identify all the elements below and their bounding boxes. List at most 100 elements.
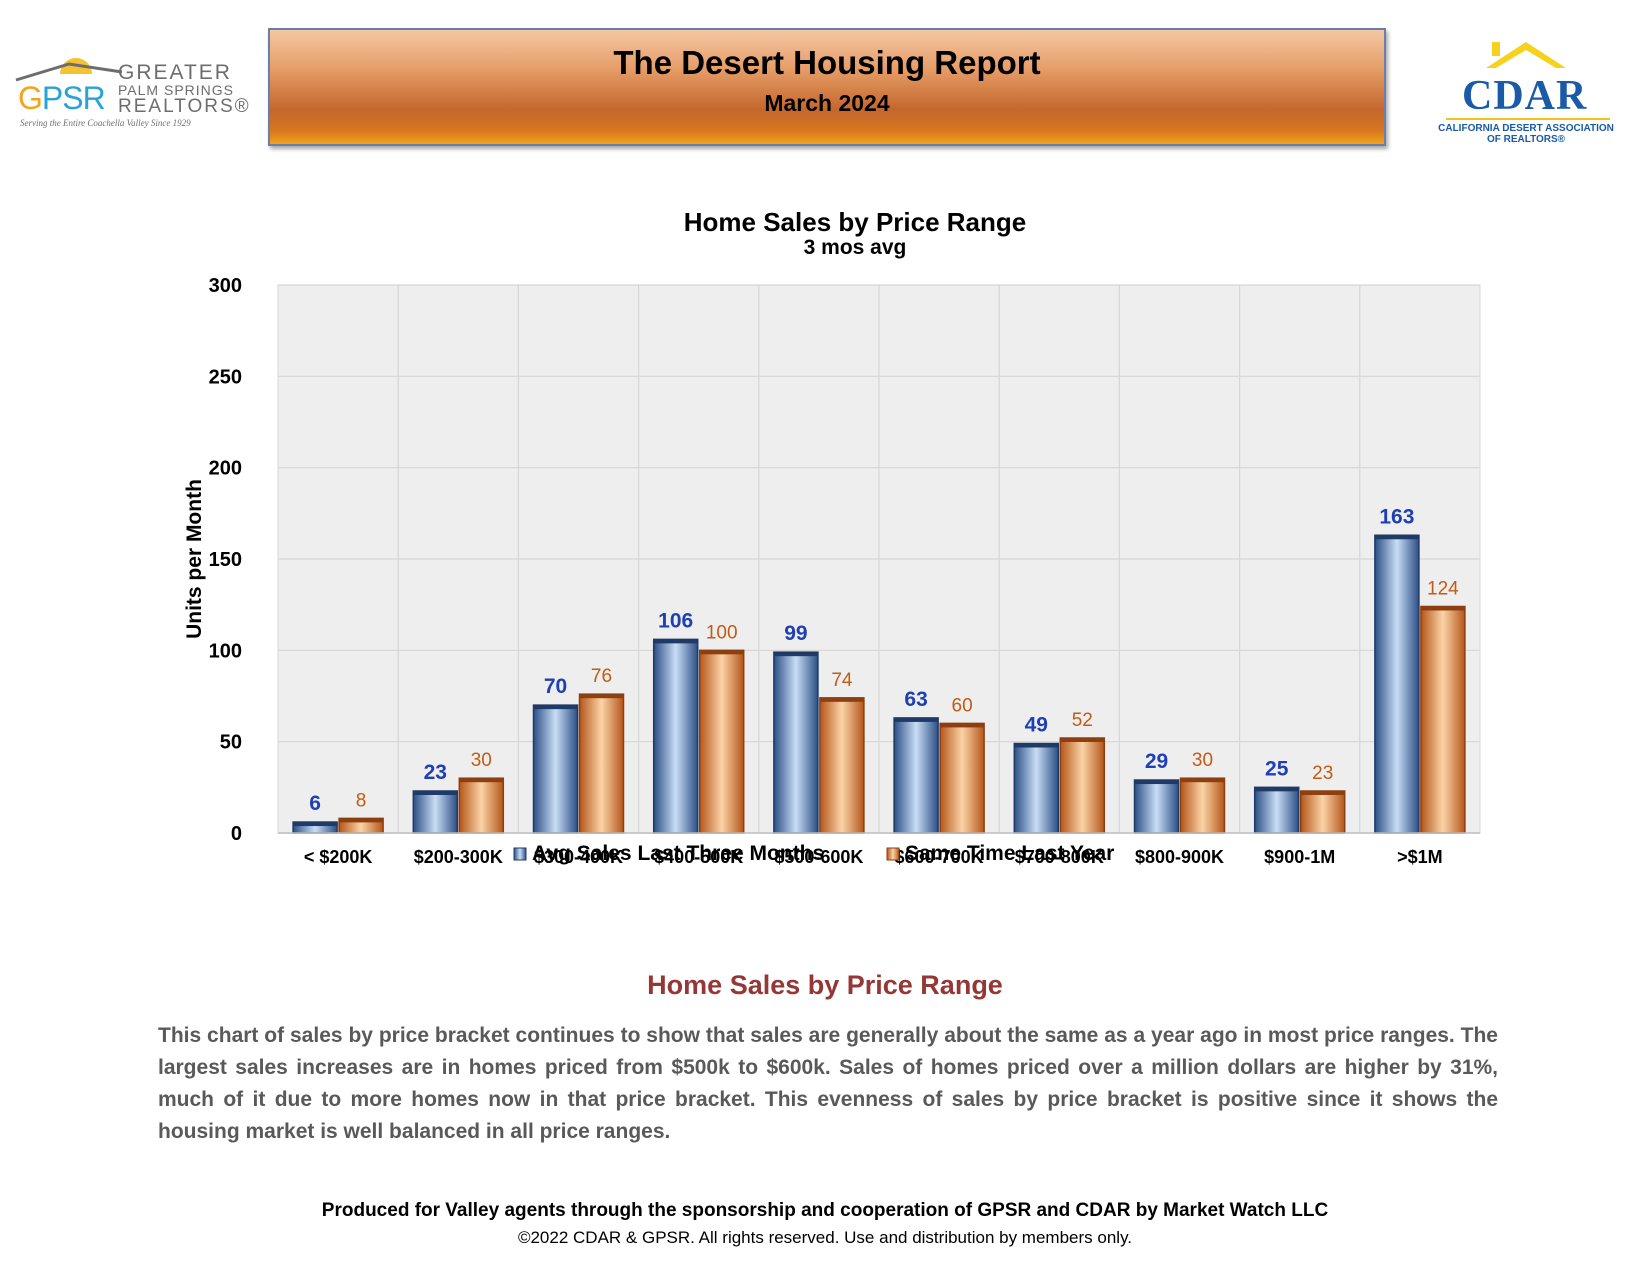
x-tick-label: $500-600K: [774, 847, 863, 867]
grid-lines: [278, 284, 1480, 834]
data-label: 74: [831, 670, 853, 691]
bar-cap: [1254, 787, 1299, 792]
bar: [652, 638, 699, 834]
data-label: 25: [1265, 757, 1289, 780]
bar: [1374, 534, 1420, 834]
y-tick-label: 300: [209, 275, 242, 297]
bar: [893, 717, 939, 834]
chart-title: Home Sales by Price Range: [683, 207, 1027, 237]
data-label: 23: [424, 761, 447, 784]
data-label: 30: [471, 750, 492, 771]
bar-cap: [819, 697, 864, 702]
report-banner: The Desert Housing Report March 2024: [268, 28, 1386, 146]
gpsr-tagline: Serving the Entire Coachella Valley Sinc…: [20, 118, 191, 128]
bar: [458, 777, 505, 834]
bar-cap: [1014, 743, 1059, 748]
bar: [1299, 790, 1346, 834]
y-tick-label: 100: [209, 640, 242, 662]
data-label: 100: [706, 622, 738, 643]
cdar-line2: OF REALTORS®: [1486, 134, 1566, 145]
bar: [578, 693, 625, 834]
cdar-logo: CDAR CALIFORNIA DESERT ASSOCIATION OF RE…: [1426, 38, 1626, 148]
bar: [773, 651, 819, 834]
bar: [939, 722, 985, 834]
chart-subtitle: 3 mos avg: [803, 236, 907, 259]
bar-cap: [413, 790, 458, 795]
bar-cap: [533, 705, 578, 710]
gpsr-wordmark: GREATER PALM SPRINGS REALTORS®: [118, 62, 251, 116]
bar: [1013, 742, 1060, 834]
y-tick-label: 150: [209, 549, 242, 571]
y-axis-label: Units per Month: [183, 479, 206, 639]
bar: [1059, 737, 1106, 834]
x-tick-label: $900-1M: [1264, 847, 1335, 867]
bar: [1253, 786, 1300, 834]
x-tick-label: >$1M: [1397, 847, 1443, 867]
cdar-divider: [1446, 118, 1610, 120]
y-tick-label: 50: [220, 732, 242, 754]
bar-cap: [1134, 780, 1179, 785]
bar-cap: [894, 717, 939, 722]
cdar-wordmark: CDAR: [1462, 73, 1588, 119]
x-tick-label: $200-300K: [414, 847, 503, 867]
bar-cap: [1420, 606, 1465, 611]
bar-cap: [773, 652, 818, 657]
y-tick-label: 200: [209, 458, 242, 480]
bar: [819, 697, 865, 834]
gpsr-logo: GPSR GREATER PALM SPRINGS REALTORS® Serv…: [14, 50, 254, 140]
bar-cap: [940, 723, 985, 728]
bar: [412, 790, 459, 834]
x-tick-label: < $200K: [304, 847, 373, 867]
bar-cap: [1374, 535, 1419, 540]
bar-cap: [339, 818, 384, 823]
legend: Avg Sales Last Three Months Same Time Las…: [513, 842, 1114, 865]
bar-cap: [1180, 778, 1225, 783]
data-labels: 6 8 23 30 70 76 106 100 99 74 63 60 49 52 29 30 25 23 163 1…: [309, 505, 1459, 815]
data-label: 70: [544, 675, 567, 698]
x-tick-label: $600-700K: [895, 847, 984, 867]
axes: 0 50 100 150 200 250 300 < $200K $200-300K $300-4…: [209, 275, 1480, 867]
legend-label: Avg Sales Last Three Months: [532, 842, 824, 865]
data-label: 124: [1427, 578, 1459, 599]
data-label: 76: [591, 666, 612, 687]
data-label: 52: [1072, 710, 1093, 731]
y-tick-label: 0: [231, 823, 242, 845]
report-title: The Desert Housing Report: [613, 44, 1041, 81]
gpsr-line1: GREATER: [118, 61, 232, 84]
x-tick-label: $800-900K: [1135, 847, 1224, 867]
bar: [1133, 779, 1180, 834]
data-label: 163: [1379, 505, 1414, 528]
legend-swatch: [513, 847, 527, 861]
data-label: 60: [952, 695, 973, 716]
bar-cap: [699, 650, 744, 655]
bar-chart: 6 8 23 30 70 76 106 100 99 74 63 60 49 52 29 30 25 23 163 1…: [183, 275, 1481, 867]
bar: [698, 649, 745, 834]
data-label: 6: [309, 792, 321, 815]
gpsr-line2: PALM SPRINGS: [118, 82, 234, 98]
report-date: March 2024: [764, 90, 890, 116]
x-tick-label: $400-500K: [654, 847, 743, 867]
bar-cap: [293, 822, 338, 827]
footer-credit: Produced for Valley agents through the s…: [321, 1200, 1329, 1221]
data-label: 23: [1312, 763, 1333, 784]
bar: [1420, 605, 1466, 834]
y-tick-label: 250: [209, 366, 242, 388]
bar: [532, 704, 579, 834]
bars: [292, 534, 1466, 834]
bar-cap: [653, 639, 698, 644]
summary-paragraph: This chart of sales by price bracket con…: [158, 1024, 1498, 1143]
bar-cap: [579, 694, 624, 699]
footer-copyright: ©2022 CDAR & GPSR. All rights reserved. …: [517, 1228, 1133, 1247]
legend-label: Same Time Last Year: [905, 842, 1114, 865]
legend-swatch: [886, 847, 900, 861]
x-tick-label: $700-800K: [1015, 847, 1104, 867]
data-label: 49: [1025, 713, 1048, 736]
data-label: 30: [1192, 750, 1213, 771]
data-label: 29: [1145, 750, 1168, 773]
bar-cap: [459, 778, 504, 783]
data-label: 63: [904, 688, 927, 711]
gpsr-line3: REALTORS®: [118, 96, 251, 117]
cdar-line1: CALIFORNIA DESERT ASSOCIATION: [1438, 123, 1614, 134]
gpsr-mark: GPSR: [18, 80, 106, 116]
bar-cap: [1300, 790, 1345, 795]
